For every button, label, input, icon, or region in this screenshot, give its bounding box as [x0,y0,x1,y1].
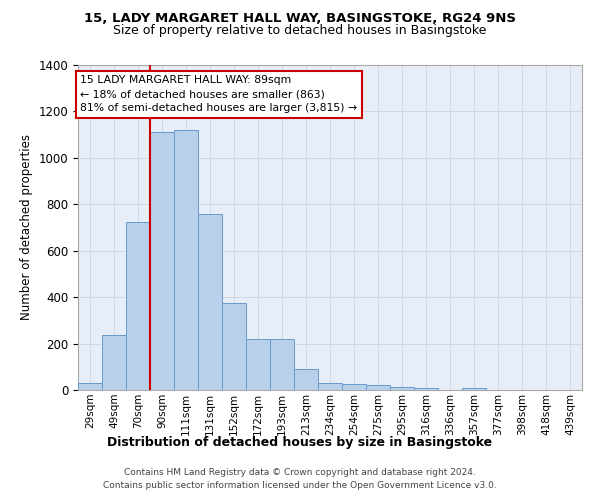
Bar [342,384,366,390]
Bar [198,214,222,390]
Text: Size of property relative to detached houses in Basingstoke: Size of property relative to detached ho… [113,24,487,37]
Text: Distribution of detached houses by size in Basingstoke: Distribution of detached houses by size … [107,436,493,449]
Bar [126,222,150,390]
Bar [174,130,198,390]
Bar [366,386,390,390]
Bar [390,386,414,390]
Bar [414,388,438,390]
Bar [318,383,342,390]
Bar [222,303,246,390]
Text: 15, LADY MARGARET HALL WAY, BASINGSTOKE, RG24 9NS: 15, LADY MARGARET HALL WAY, BASINGSTOKE,… [84,12,516,26]
Bar [102,336,126,390]
Bar [270,339,294,390]
Bar [246,339,270,390]
Bar [462,388,486,390]
Text: Contains HM Land Registry data © Crown copyright and database right 2024.: Contains HM Land Registry data © Crown c… [124,468,476,477]
Bar [150,132,174,390]
Y-axis label: Number of detached properties: Number of detached properties [20,134,33,320]
Text: Contains public sector information licensed under the Open Government Licence v3: Contains public sector information licen… [103,480,497,490]
Bar [78,383,102,390]
Text: 15 LADY MARGARET HALL WAY: 89sqm
← 18% of detached houses are smaller (863)
81% : 15 LADY MARGARET HALL WAY: 89sqm ← 18% o… [80,76,358,114]
Bar [294,369,318,390]
